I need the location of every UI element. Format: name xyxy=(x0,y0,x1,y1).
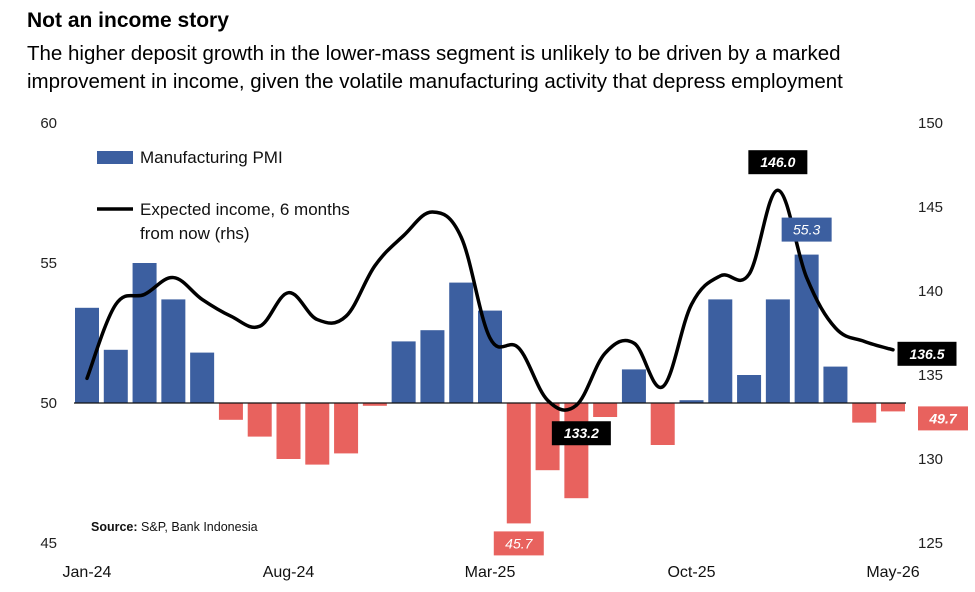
chart-subtitle: The higher deposit growth in the lower-m… xyxy=(27,42,843,93)
left-tick-label: 45 xyxy=(40,535,57,552)
pmi-bar xyxy=(478,310,502,403)
pmi-bar xyxy=(449,282,474,403)
data-labels-layer: 146.0 133.2 136.5 55.3 45.7 49.7 xyxy=(493,150,968,556)
pmi-bar xyxy=(103,349,128,403)
right-tick-label: 130 xyxy=(918,451,943,468)
legend-swatch-pmi xyxy=(97,151,133,164)
pmi-bar xyxy=(823,366,848,403)
pmi-bar xyxy=(737,375,762,403)
data-label-box xyxy=(551,421,611,446)
chart-title: Not an income story xyxy=(27,9,229,32)
x-tick-label: Mar-25 xyxy=(465,564,516,581)
right-tick-label: 140 xyxy=(918,283,943,300)
expected-income-line xyxy=(85,188,895,412)
pmi-bar xyxy=(247,403,272,437)
legend-label-income: Expected income, 6 months from now (rhs) xyxy=(140,200,355,243)
source-bold: Source: xyxy=(91,520,138,534)
x-tick-label: Oct-25 xyxy=(667,564,715,581)
pmi-bar xyxy=(334,403,359,454)
data-label-box xyxy=(748,150,808,175)
right-tick-label: 125 xyxy=(918,535,943,552)
pmi-bar xyxy=(161,299,186,403)
left-tick-label: 55 xyxy=(40,255,57,272)
pmi-bar xyxy=(852,403,877,423)
pmi-bar xyxy=(679,400,704,403)
pmi-bar xyxy=(765,299,790,403)
pmi-bar xyxy=(621,369,646,403)
left-tick-label: 60 xyxy=(40,115,57,132)
source-text: S&P, Bank Indonesia xyxy=(138,520,258,534)
data-label-box xyxy=(493,531,544,556)
legend-label-income-line1: Expected income, 6 months xyxy=(140,200,350,219)
pmi-bar xyxy=(305,403,330,465)
data-label: 146.0 xyxy=(760,154,795,170)
bars-layer xyxy=(75,254,905,524)
x-tick-label: Jan-24 xyxy=(63,564,112,581)
x-tick-label: May-26 xyxy=(866,564,919,581)
legend-label-pmi: Manufacturing PMI xyxy=(140,148,283,167)
pmi-bar xyxy=(708,299,733,403)
legend: Manufacturing PMI Expected income, 6 mon… xyxy=(97,148,355,243)
pmi-bar xyxy=(190,352,215,403)
legend-label-income-line2: from now (rhs) xyxy=(140,224,250,243)
right-tick-label: 145 xyxy=(918,199,943,216)
data-label: 55.3 xyxy=(793,222,820,238)
data-label: 45.7 xyxy=(505,535,533,551)
pmi-bar xyxy=(391,341,416,403)
pmi-bar xyxy=(650,403,675,445)
data-label: 49.7 xyxy=(928,410,957,426)
pmi-bar xyxy=(564,403,589,499)
pmi-bar xyxy=(218,403,243,420)
pmi-bar xyxy=(420,330,445,403)
pmi-bar xyxy=(276,403,301,459)
pmi-bar xyxy=(506,403,531,524)
data-label: 136.5 xyxy=(909,346,944,362)
data-label: 133.2 xyxy=(564,425,599,441)
right-axis: 125 130 135 140 145 150 xyxy=(918,115,943,552)
right-tick-label: 135 xyxy=(918,367,943,384)
pmi-bar xyxy=(881,403,905,412)
pmi-bar xyxy=(593,403,618,417)
left-axis: 45 50 55 60 xyxy=(40,115,57,552)
pmi-bar xyxy=(132,263,157,403)
right-tick-label: 150 xyxy=(918,115,943,132)
pmi-bar xyxy=(362,403,387,406)
data-label-box xyxy=(897,341,957,366)
source-note: Source: S&P, Bank Indonesia xyxy=(91,520,258,534)
data-label-box xyxy=(918,406,968,431)
left-tick-label: 50 xyxy=(40,395,57,412)
data-label-box xyxy=(781,217,832,242)
x-axis: Jan-24 Aug-24 Mar-25 Oct-25 May-26 xyxy=(63,564,920,581)
x-tick-label: Aug-24 xyxy=(263,564,315,581)
